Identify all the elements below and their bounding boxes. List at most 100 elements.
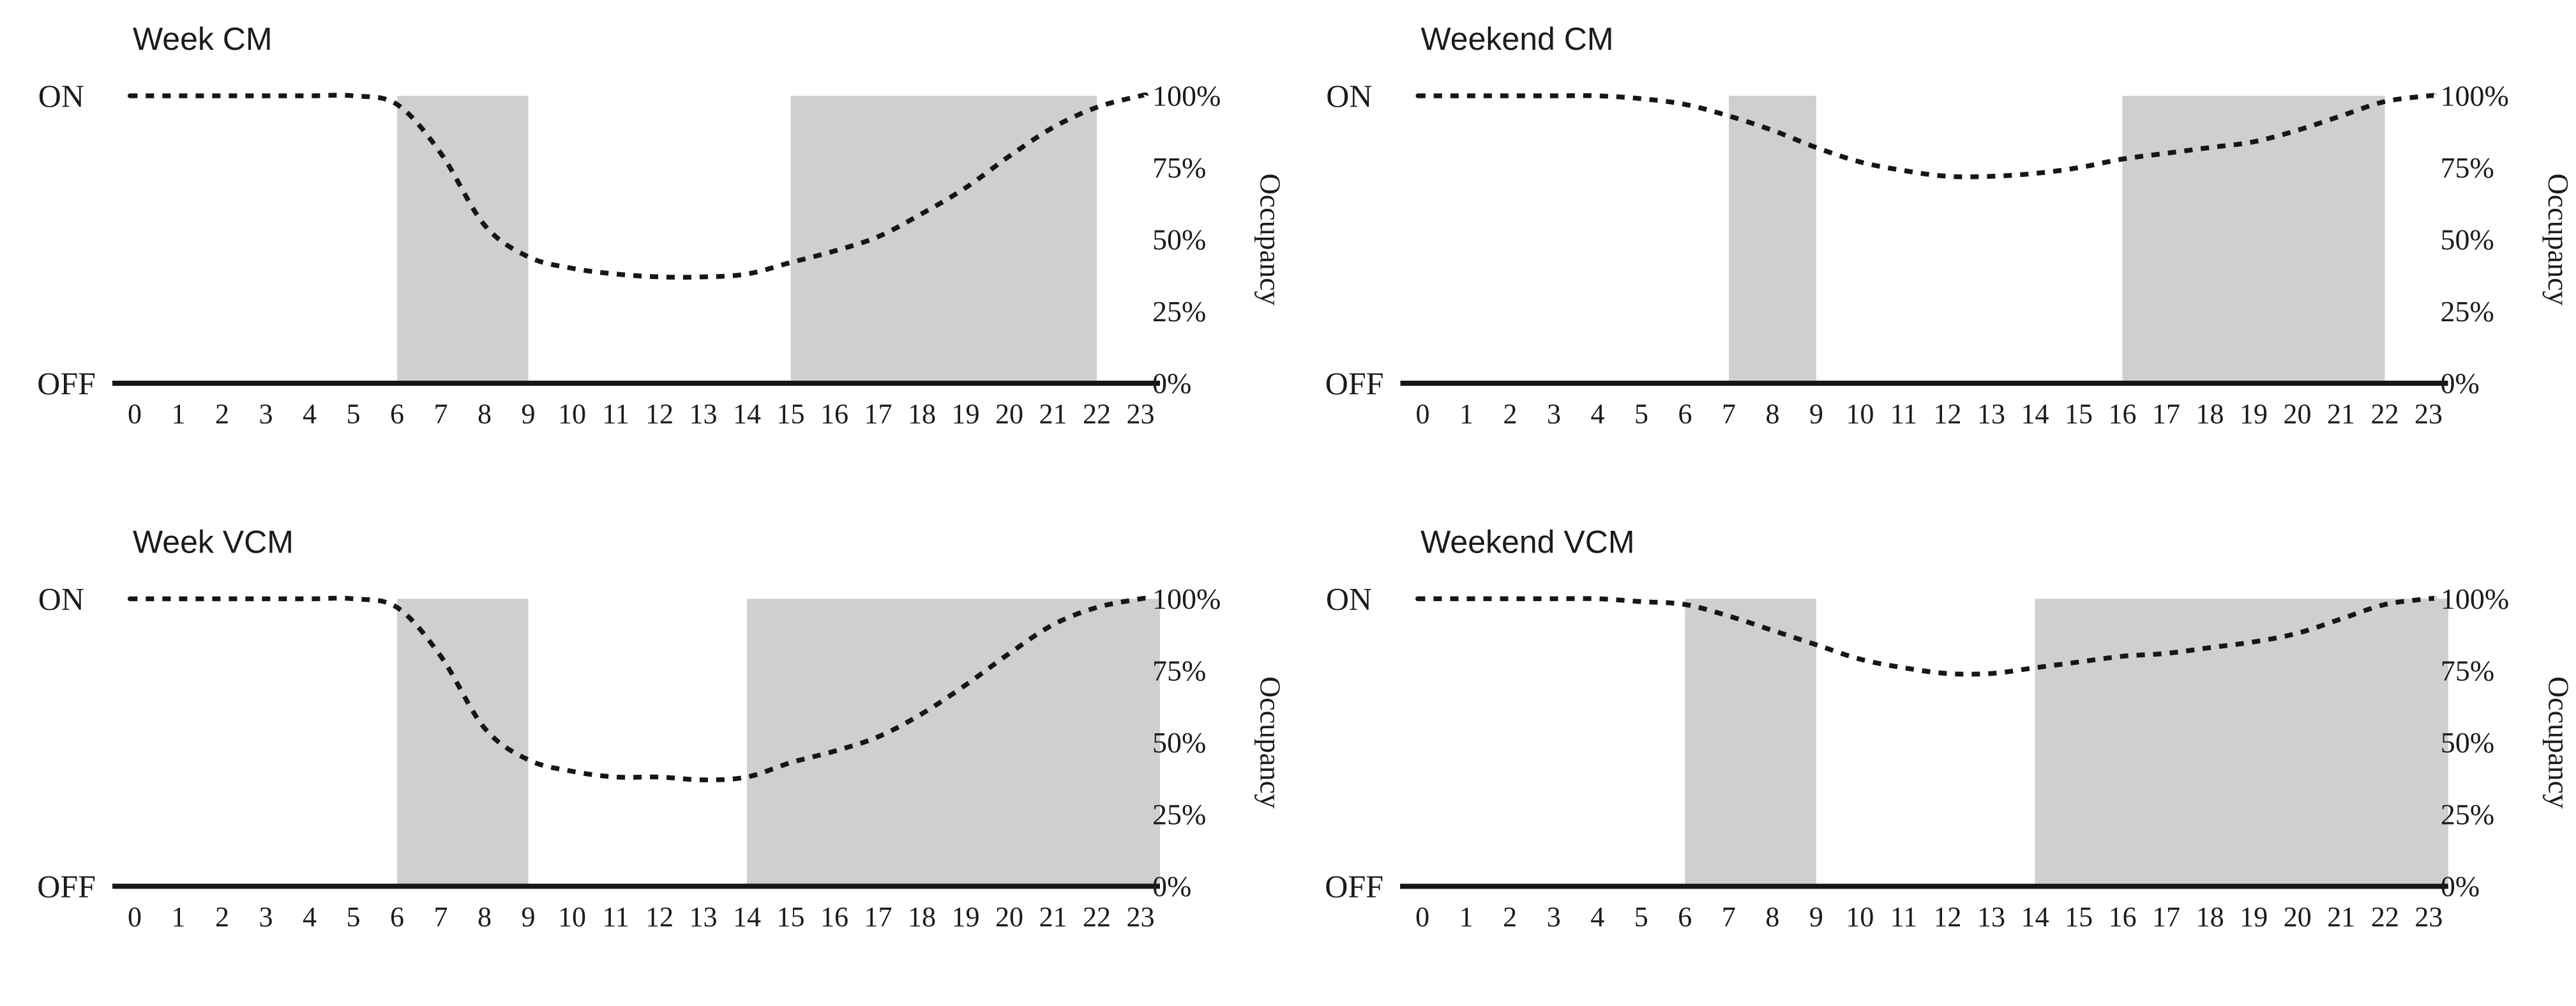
on-label: ON [38, 581, 84, 617]
y-tick-label: 0% [1152, 367, 1191, 400]
x-tick-label: 21 [2327, 901, 2355, 933]
x-axis-line [1400, 883, 2448, 889]
x-tick-label: 17 [2152, 901, 2180, 933]
x-tick-label: 16 [820, 399, 848, 430]
x-tick-label: 17 [864, 901, 893, 933]
x-tick-label: 15 [2065, 399, 2093, 430]
x-tick-label: 19 [2240, 399, 2268, 430]
x-tick-label: 15 [777, 901, 805, 933]
x-tick-label: 20 [2284, 901, 2312, 933]
x-tick-label: 10 [558, 399, 586, 430]
x-tick-label: 2 [215, 901, 229, 933]
x-tick-label: 8 [1765, 901, 1779, 933]
x-tick-label: 14 [2021, 901, 2049, 933]
y-tick-label: 75% [2441, 654, 2494, 687]
chart-panel-week-cm: Week CM ON OFF 0 1 2 3 4 5 6 7 8 9 10 11 12 13 14 15 16 17 18… [0, 0, 1288, 503]
y-tick-label: 100% [1152, 583, 1221, 615]
occupancy-curve [127, 595, 1149, 782]
y-tick-label: 100% [2441, 583, 2509, 615]
x-tick-label: 1 [172, 399, 186, 430]
y-tick-label: 50% [2441, 726, 2494, 759]
y-tick-label: 75% [1152, 151, 1206, 184]
on-period-band [1685, 598, 1816, 885]
off-label: OFF [1325, 365, 1384, 401]
x-tick-label: 20 [995, 399, 1023, 430]
x-tick-label: 21 [2327, 399, 2355, 430]
x-tick-label: 13 [1977, 399, 2005, 430]
x-tick-label: 3 [259, 901, 273, 933]
off-label: OFF [37, 869, 96, 904]
chart-title: Week CM [133, 21, 273, 57]
x-tick-label: 7 [434, 901, 448, 933]
chart-panel-weekend-vcm: Weekend VCM ON OFF 0 1 2 3 4 5 6 7 8 9 10 11 12 13 14 15 16… [1288, 503, 2576, 1006]
x-tick-label: 7 [1722, 399, 1736, 430]
x-axis-line [112, 381, 1160, 386]
x-tick-label: 18 [2196, 901, 2224, 933]
y-tick-label: 50% [1152, 224, 1206, 256]
y-tick-label: 0% [1152, 870, 1191, 903]
x-tick-label: 14 [733, 399, 761, 430]
x-tick-label: 14 [2021, 399, 2049, 430]
x-tick-label: 22 [1083, 399, 1111, 430]
x-tick-label: 0 [1415, 901, 1429, 933]
x-tick-label: 13 [689, 901, 718, 933]
on-period-band [1729, 96, 1816, 381]
x-tick-label: 23 [1127, 901, 1155, 933]
x-tick-label: 9 [1809, 399, 1823, 430]
x-axis-line [1400, 381, 2448, 386]
x-tick-label: 6 [1678, 901, 1692, 933]
on-period-band [790, 96, 1097, 381]
x-tick-label: 3 [1547, 901, 1561, 933]
x-tick-label: 16 [2109, 399, 2137, 430]
x-tick-label: 14 [733, 901, 761, 933]
x-tick-label: 6 [390, 399, 404, 430]
y-axis-title: Occupancy [2542, 174, 2575, 306]
on-label: ON [38, 78, 84, 114]
x-tick-label: 7 [1722, 901, 1736, 933]
x-tick-label: 10 [1846, 399, 1874, 430]
y-tick-label: 25% [1152, 295, 1206, 328]
x-tick-label: 20 [2284, 399, 2312, 430]
x-tick-label: 11 [1890, 901, 1917, 933]
y-tick-label: 100% [1152, 80, 1221, 112]
on-period-band [2122, 96, 2385, 381]
x-tick-label: 3 [1547, 399, 1561, 430]
y-axis-title: Occupancy [1254, 676, 1287, 809]
x-tick-label: 23 [2414, 901, 2443, 933]
x-tick-label: 3 [259, 399, 273, 430]
on-label: ON [1326, 78, 1372, 114]
x-tick-label: 7 [434, 399, 448, 430]
x-tick-label: 15 [2065, 901, 2093, 933]
x-tick-label: 15 [777, 399, 805, 430]
x-tick-label: 8 [478, 901, 492, 933]
x-tick-label: 9 [1809, 901, 1823, 933]
y-tick-label: 25% [1152, 798, 1206, 831]
y-tick-label: 25% [2441, 798, 2494, 831]
x-tick-label: 12 [645, 901, 674, 933]
y-tick-label: 50% [2441, 224, 2494, 256]
on-label: ON [1326, 581, 1372, 616]
y-tick-label: 100% [2441, 80, 2509, 112]
x-tick-label: 21 [1039, 399, 1067, 430]
off-label: OFF [37, 365, 96, 401]
x-tick-label: 2 [1503, 399, 1518, 430]
on-period-band [397, 96, 529, 381]
x-tick-label: 10 [558, 901, 586, 933]
x-tick-label: 19 [952, 901, 980, 933]
x-tick-label: 1 [172, 901, 186, 933]
y-axis-title: Occupancy [1254, 174, 1287, 306]
x-tick-label: 22 [2371, 901, 2399, 933]
x-tick-label: 9 [522, 399, 536, 430]
chart-title: Weekend CM [1421, 21, 1614, 57]
x-tick-label: 23 [1127, 399, 1155, 430]
off-label: OFF [1325, 869, 1383, 904]
x-tick-label: 5 [1634, 399, 1648, 430]
y-tick-label: 0% [2441, 870, 2480, 903]
x-tick-label: 2 [215, 399, 229, 430]
x-tick-label: 17 [2152, 399, 2180, 430]
x-tick-label: 10 [1846, 901, 1874, 933]
x-tick-label: 8 [1766, 399, 1780, 430]
